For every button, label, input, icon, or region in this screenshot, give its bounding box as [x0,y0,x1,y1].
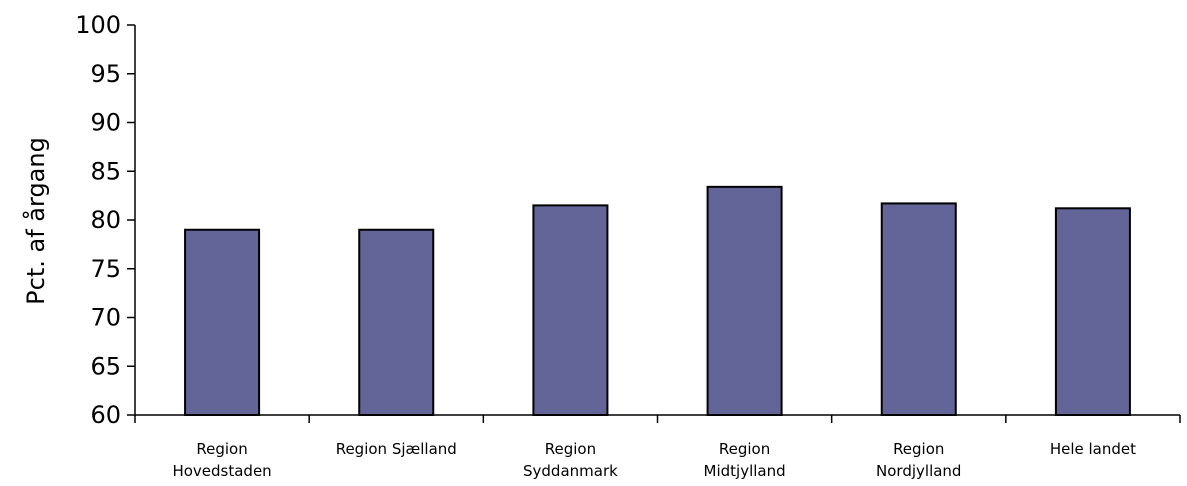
bar [880,202,957,416]
x-tick-label-line: Midtjylland [704,462,786,480]
x-tick-label-line: Syddanmark [523,462,618,480]
x-tick-label-line: Hovedstaden [172,462,271,480]
y-tick-label: 85 [90,157,121,185]
bar [706,185,783,416]
x-tick-label: Region Syddanmark [523,440,618,480]
x-tick-label-line: Region [719,440,770,458]
x-tick-label: Region Nordjylland [876,440,961,480]
y-tick-label: 70 [90,304,121,332]
x-tick-label-line: Hele landet [1050,440,1136,458]
x-tick-label: Region Hovedstaden [172,440,271,480]
y-tick-label: 100 [75,11,121,39]
y-tick-label: 65 [90,352,121,380]
x-tick-label-line: Region [196,440,247,458]
y-tick-label: 75 [90,255,121,283]
x-tick-label: Region Midtjylland [704,440,786,480]
y-axis-label: Pct. af årgang [21,137,50,305]
y-tick-label: 90 [90,109,121,137]
y-tick-label: 80 [90,206,121,234]
bar [1054,207,1131,416]
x-axis: Region Hovedstaden Region Sjælland Region Sy… [134,414,1181,480]
x-tick-label-line: Region [893,440,944,458]
x-tick-label: Region Sjælland [336,440,457,458]
y-axis: 60 65 70 75 80 85 90 95 100 [75,11,136,429]
bar [532,204,609,416]
x-tick-label-line: Region Sjælland [336,440,457,458]
y-tick-label: 60 [90,401,121,429]
bar [358,228,435,416]
y-tick-label: 95 [90,60,121,88]
bars [184,185,1131,416]
x-tick-label-line: Region [545,440,596,458]
bar [184,228,261,416]
x-tick-label: Hele landet [1050,440,1136,458]
x-tick-label-line: Nordjylland [876,462,961,480]
